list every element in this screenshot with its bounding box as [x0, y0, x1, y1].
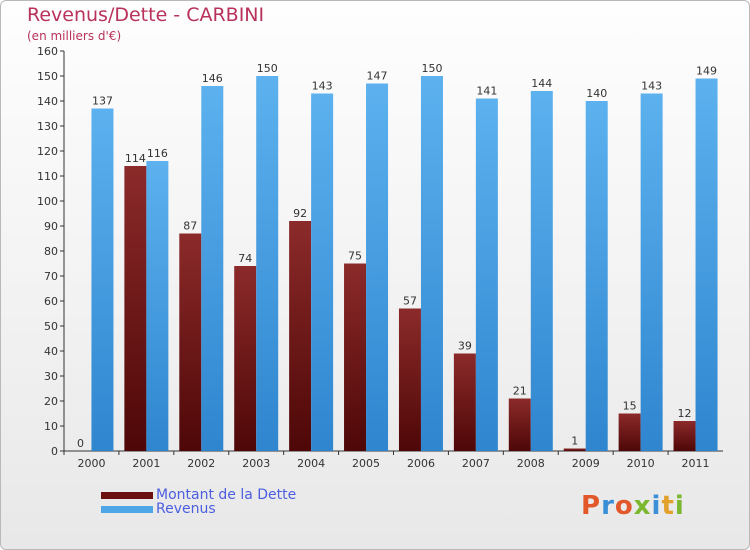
debt-data-label: 92 — [293, 207, 307, 220]
revenue-bar — [530, 91, 553, 451]
revenue-data-label: 141 — [476, 85, 497, 98]
legend-item-revenue: Revenus — [101, 501, 216, 517]
debt-data-label: 114 — [125, 152, 146, 165]
y-tick-label: 100 — [37, 195, 58, 208]
y-tick-label: 150 — [37, 70, 58, 83]
debt-data-label: 21 — [513, 385, 527, 398]
debt-bar — [673, 421, 696, 451]
chart-subtitle: (en milliers d'€) — [27, 29, 122, 43]
chart-title: Revenus/Dette - CARBINI — [27, 4, 265, 26]
proxiti-logo: Proxiti — [581, 491, 685, 521]
y-tick-label: 0 — [51, 445, 58, 458]
debt-data-label: 87 — [183, 220, 197, 233]
revenue-bar — [201, 86, 224, 451]
debt-data-label: 1 — [571, 435, 578, 448]
revenue-bar — [585, 101, 608, 451]
debt-data-label: 39 — [458, 340, 472, 353]
y-tick-label: 110 — [37, 170, 58, 183]
x-tick-label: 2010 — [627, 457, 655, 470]
y-tick-label: 20 — [44, 395, 58, 408]
y-tick-label: 90 — [44, 220, 58, 233]
x-tick-label: 2001 — [132, 457, 160, 470]
y-tick-label: 40 — [44, 345, 58, 358]
x-tick-label: 2007 — [462, 457, 490, 470]
revenue-data-label: 116 — [147, 147, 168, 160]
debt-bar — [453, 353, 476, 451]
y-tick-label: 70 — [44, 270, 58, 283]
debt-bar — [179, 233, 202, 451]
revenue-data-label: 143 — [641, 80, 662, 93]
x-tick-label: 2000 — [77, 457, 105, 470]
revenue-data-label: 137 — [92, 95, 113, 108]
debt-bar — [398, 308, 421, 451]
debt-data-label: 75 — [348, 250, 362, 263]
revenue-bar — [146, 161, 169, 451]
debt-bar — [344, 263, 367, 451]
x-tick-label: 2011 — [682, 457, 710, 470]
x-tick-label: 2004 — [297, 457, 325, 470]
debt-data-label: 74 — [238, 252, 252, 265]
debt-bar — [124, 166, 147, 451]
revenue-bar — [475, 98, 498, 451]
debt-bar — [618, 413, 641, 451]
debt-data-label: 57 — [403, 295, 417, 308]
debt-data-label: 12 — [678, 407, 692, 420]
revenue-bar — [311, 93, 334, 451]
legend-swatch-debt — [101, 491, 153, 499]
x-tick-label: 2008 — [517, 457, 545, 470]
revenue-data-label: 150 — [421, 62, 442, 75]
x-tick-label: 2006 — [407, 457, 435, 470]
revenue-bar — [256, 76, 279, 451]
revenue-bar — [640, 93, 663, 451]
revenue-data-label: 146 — [202, 72, 223, 85]
revenue-bar — [695, 78, 718, 451]
debt-bar — [234, 266, 257, 451]
y-tick-label: 120 — [37, 145, 58, 158]
legend-swatch-revenue — [101, 505, 153, 513]
y-tick-label: 80 — [44, 245, 58, 258]
y-tick-label: 160 — [37, 45, 58, 58]
debt-bar — [508, 398, 531, 451]
revenue-data-label: 147 — [367, 70, 388, 83]
y-tick-label: 10 — [44, 420, 58, 433]
y-tick-label: 60 — [44, 295, 58, 308]
revenue-bar — [91, 108, 114, 451]
revenue-bar — [366, 83, 389, 451]
legend-label-debt: Montant de la Dette — [156, 487, 297, 503]
x-tick-label: 2005 — [352, 457, 380, 470]
revenue-data-label: 144 — [531, 77, 552, 90]
debt-bar — [563, 448, 586, 451]
revenue-data-label: 143 — [312, 80, 333, 93]
revenue-data-label: 150 — [257, 62, 278, 75]
revenue-data-label: 149 — [696, 65, 717, 78]
x-tick-label: 2002 — [187, 457, 215, 470]
debt-data-label: 15 — [623, 400, 637, 413]
revenue-data-label: 140 — [586, 87, 607, 100]
legend-label-revenue: Revenus — [156, 501, 216, 517]
y-tick-label: 140 — [37, 95, 58, 108]
y-tick-label: 30 — [44, 370, 58, 383]
x-tick-label: 2003 — [242, 457, 270, 470]
y-tick-label: 50 — [44, 320, 58, 333]
legend-item-debt: Montant de la Dette — [101, 487, 296, 503]
y-tick-label: 130 — [37, 120, 58, 133]
revenue-bar — [420, 76, 443, 451]
debt-data-label: 0 — [77, 437, 84, 450]
x-tick-label: 2009 — [572, 457, 600, 470]
debt-bar — [289, 221, 312, 451]
